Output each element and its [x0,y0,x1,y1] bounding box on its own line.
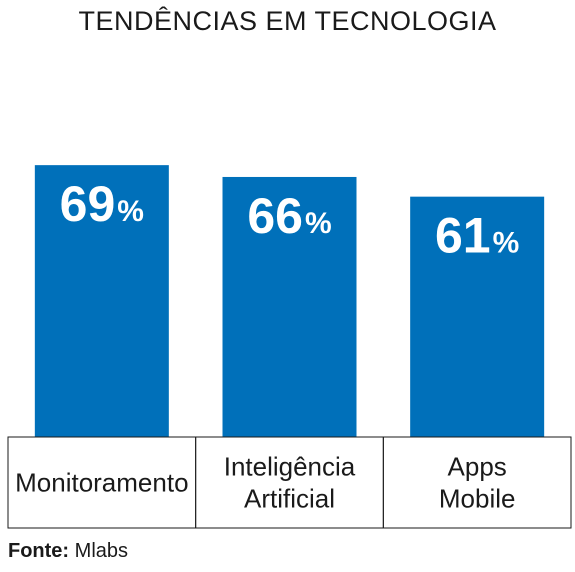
data-label-value: 66 [247,188,303,244]
source-label: Fonte: [8,540,70,562]
category-label: Inteligência [224,452,356,482]
data-label-unit: % [305,207,332,240]
category-label: Apps [448,452,507,482]
category-label: Artificial [244,484,335,514]
data-label: 61% [435,208,519,264]
category-label: Monitoramento [15,468,188,498]
bar [34,165,169,437]
chart-title: TENDÊNCIAS EM TECNOLOGIA [78,6,497,36]
data-label: 69% [60,176,144,232]
bar [222,176,357,437]
data-label-unit: % [493,227,520,260]
category-cell [382,436,572,529]
bar [410,196,545,437]
category-label: Mobile [439,484,516,514]
source-note: Fonte: Mlabs [8,540,128,563]
data-label-value: 69 [60,176,116,232]
data-label: 66% [247,188,331,244]
source-text: Mlabs [74,540,129,562]
data-label-value: 61 [435,208,491,264]
data-label-unit: % [117,195,144,228]
